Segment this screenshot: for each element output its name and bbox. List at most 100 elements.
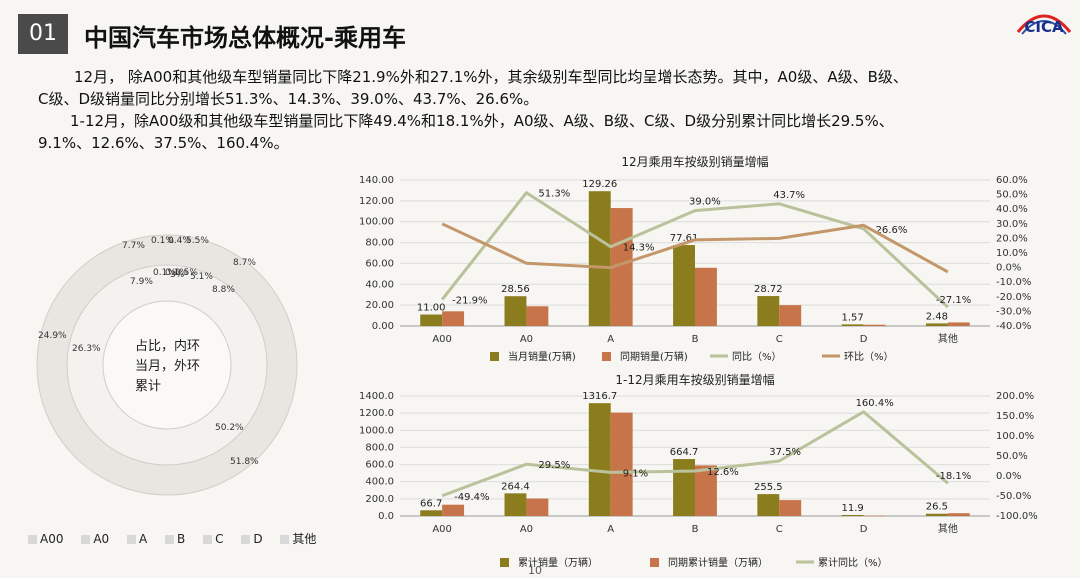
legend-item: D — [241, 532, 263, 546]
y-tick-label: 140.00 — [359, 175, 394, 186]
line-series — [441, 410, 949, 498]
line-value-label: -18.1% — [936, 471, 971, 482]
donut-outer-label: 7.7% — [122, 241, 145, 251]
y2-tick-label: -100.0% — [996, 511, 1038, 522]
donut-outer-label: 24.9% — [38, 331, 67, 341]
y2-tick-label: 0.0% — [996, 471, 1021, 482]
x-tick-label: 其他 — [938, 522, 958, 535]
legend-item: A00 — [28, 532, 63, 546]
donut-outer-label: 5.5% — [186, 236, 209, 246]
bar — [673, 245, 695, 326]
bar — [420, 314, 443, 326]
paragraph-2: C级、D级销量同比分别增长51.3%、14.3%、39.0%、43.7%、26.… — [38, 90, 539, 108]
x-tick-label: A0 — [520, 334, 533, 345]
x-tick-label: A00 — [432, 524, 452, 535]
donut-inner-label: 0.5% — [175, 268, 198, 278]
donut-inner-label: 3% — [170, 270, 185, 280]
x-tick-label: C — [776, 524, 783, 535]
legend-label: 累计同比（%） — [818, 556, 888, 569]
legend-item: A0 — [81, 532, 109, 546]
donut-inner-label: 26.3% — [72, 344, 101, 354]
y-tick-label: 60.00 — [365, 258, 394, 269]
bar — [588, 191, 611, 326]
line-value-label: 14.3% — [623, 243, 655, 254]
bar-value-label: 28.72 — [754, 284, 783, 295]
y-tick-label: 400.0 — [365, 477, 394, 488]
legend-swatch — [602, 352, 611, 361]
bar — [588, 403, 611, 516]
paragraph-1: 12月， 除A00和其他级车型销量同比下降21.9%外和27.1%外，其余级别车… — [74, 68, 908, 86]
legend-item: A — [126, 532, 147, 546]
y-tick-label: 20.00 — [365, 300, 394, 311]
line-value-label: -49.4% — [454, 492, 489, 503]
bar — [695, 465, 717, 516]
y2-tick-label: 200.0% — [996, 391, 1034, 402]
bar-value-label: 66.7 — [420, 498, 442, 509]
donut-inner-label: 5.1% — [190, 272, 213, 282]
y2-tick-label: 10.0% — [996, 248, 1028, 259]
bar — [841, 514, 864, 516]
donut-outer-label: 0.4% — [168, 236, 191, 246]
paragraph-4: 9.1%、12.6%、37.5%、160.4%。 — [38, 134, 289, 152]
line-value-label: 26.6% — [876, 225, 908, 236]
bar — [526, 306, 549, 326]
monthly-sales-chart: 12月乘用车按级别销量增幅 0.00 20.00 40.00 60.00 80.00 100… — [359, 154, 1031, 363]
bar-value-label: 1316.7 — [582, 391, 617, 402]
y2-tick-label: 30.0% — [996, 219, 1028, 230]
x-tick-label: B — [692, 524, 699, 535]
legend-item: B — [165, 532, 185, 546]
x-tick-label: C — [776, 334, 783, 345]
bar-value-label: 28.56 — [501, 284, 530, 295]
chart-title: 1-12月乘用车按级别销量增幅 — [615, 372, 774, 387]
legend-label: 累计销量（万辆） — [518, 556, 598, 569]
donut-chart: 0.1%7.9%0.1%0.5%3% 5.1%8.8%26.3%50.2%0.1%… — [36, 234, 298, 496]
y-tick-label: 100.00 — [359, 217, 394, 228]
bar — [863, 324, 886, 326]
y-tick-label: 600.0 — [365, 460, 394, 471]
y2-tick-label: 40.0% — [996, 204, 1028, 215]
y2-tick-label: -50.0% — [996, 491, 1031, 502]
donut-inner-label: 50.2% — [215, 423, 244, 433]
donut-center-line-3: 累计 — [135, 379, 161, 394]
line-value-label: 43.7% — [773, 190, 805, 201]
line-series — [440, 191, 949, 309]
bar-value-label: 664.7 — [670, 447, 699, 458]
bar — [779, 500, 802, 516]
y2-tick-label: 50.0% — [996, 190, 1028, 201]
x-tick-label: D — [860, 334, 868, 345]
section-number: 01 — [18, 14, 68, 54]
bar — [757, 296, 780, 326]
y-tick-label: 1000.0 — [359, 425, 394, 436]
line-value-label: 29.5% — [538, 460, 570, 471]
bar — [673, 459, 695, 516]
donut-inner-label: 7.9% — [130, 277, 153, 287]
bar — [442, 311, 465, 326]
page-number: 10 — [528, 564, 542, 577]
x-tick-label: A — [607, 334, 614, 345]
legend-label: 环比（%） — [844, 351, 894, 363]
line-value-label: 51.3% — [538, 189, 570, 200]
donut-inner-label: 0.1% — [153, 268, 176, 278]
bar — [504, 296, 527, 326]
y2-tick-label: 50.0% — [996, 451, 1028, 462]
y-tick-label: 1200.0 — [359, 408, 394, 419]
donut-outer-label: 0.1% — [151, 236, 174, 246]
y-tick-label: 40.00 — [365, 279, 394, 290]
y2-tick-label: -30.0% — [996, 306, 1031, 317]
bar — [925, 323, 948, 326]
legend-label: 同期销量(万辆) — [620, 350, 688, 363]
legend-label: 当月销量(万辆) — [508, 350, 576, 363]
donut-center-line-1: 占比，内环 — [135, 338, 200, 354]
bar — [420, 510, 443, 516]
donut-center-line-2: 当月，外环 — [135, 359, 200, 374]
bar-value-label: 1.57 — [841, 312, 863, 323]
y2-tick-label: 100.0% — [996, 431, 1034, 442]
donut-outer-label: 8.7% — [233, 258, 256, 268]
donut-inner-label: 8.8% — [212, 285, 235, 295]
line-value-label: -27.1% — [936, 295, 971, 306]
legend-swatch — [650, 558, 659, 567]
bar — [779, 305, 802, 326]
bar — [947, 322, 970, 326]
y-tick-label: 1400.0 — [359, 391, 394, 402]
svg-text:CICA: CICA — [1024, 18, 1064, 36]
